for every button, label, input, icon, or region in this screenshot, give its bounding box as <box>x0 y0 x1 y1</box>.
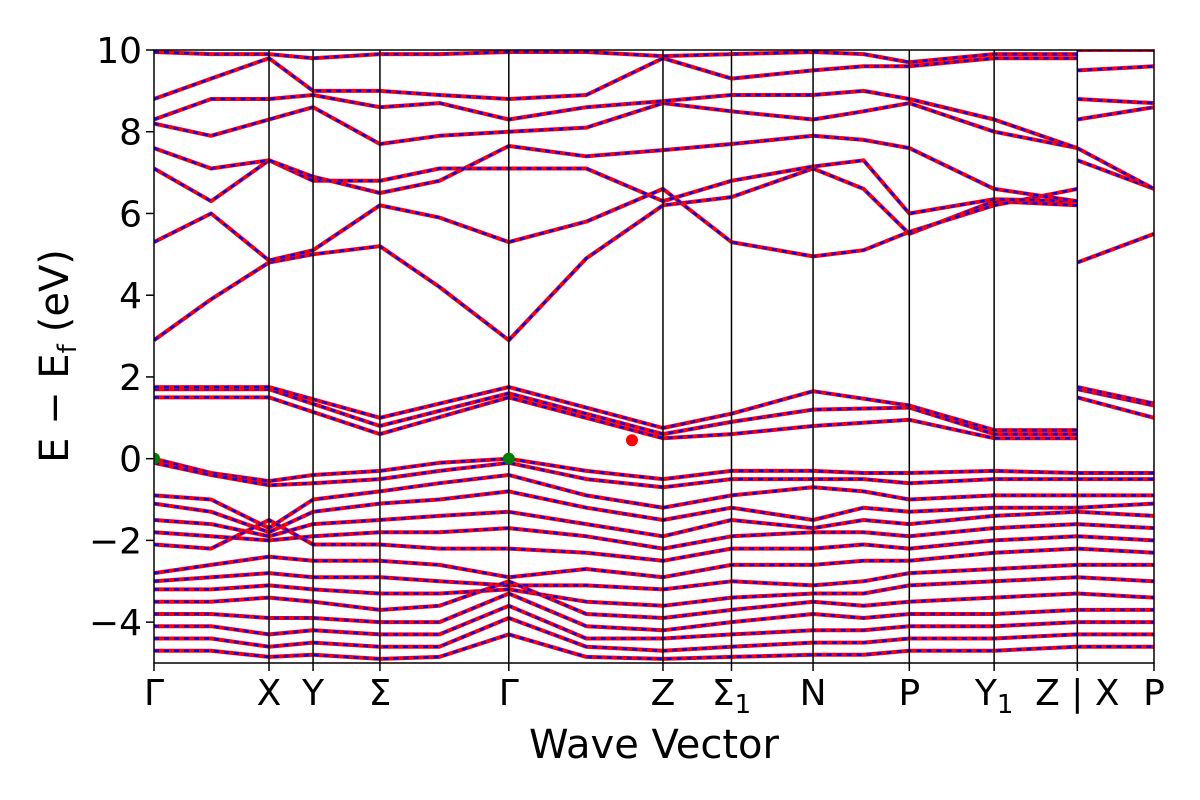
band-line-17-0-dashed <box>154 518 1154 563</box>
kpoint-separators <box>268 50 1079 663</box>
band-line-8-0-dashed <box>154 396 1078 440</box>
x-tick-label-11: P <box>1143 673 1165 714</box>
band-line-1-0-dashed <box>154 187 1078 262</box>
band-line-25-0-solid <box>154 632 1154 661</box>
band-line-1-1-dashed <box>1076 159 1154 191</box>
y-tick-label-6: 8 <box>119 113 142 154</box>
band-line-4-0-solid <box>154 101 1078 151</box>
band-line-19-0-dashed <box>154 563 1154 591</box>
band-line-21-0-dashed <box>154 579 1154 620</box>
x-tick-label-0: Γ <box>144 673 164 714</box>
x-tick-label-8: P <box>898 673 920 714</box>
band-line-4-0-dashed <box>154 101 1078 150</box>
band-line-7-0-dashed <box>154 50 1078 64</box>
x-tick-label-6: Σ1 <box>712 673 751 720</box>
band-line-16-0-dashed <box>154 522 1154 550</box>
band-line-14-0-dashed <box>154 490 1154 534</box>
x-axis-ticks: Γ X Y Σ Γ Z Σ1 N P Y1 Z | X P <box>144 663 1165 720</box>
y-tick-label-5: 6 <box>119 194 142 235</box>
band-line-10-1-dashed <box>1077 385 1154 405</box>
band-line-23-0-dashed <box>154 604 1154 640</box>
band-line-10-0-dashed <box>154 385 1078 432</box>
band-line-24-0-dashed <box>154 616 1154 652</box>
band-line-12-0-dashed <box>154 461 1154 489</box>
y-tick-label-3: 2 <box>119 358 142 399</box>
y-tick-label-1: −2 <box>89 521 142 562</box>
band-line-9-1-dashed <box>1077 387 1154 407</box>
x-tick-label-1: X <box>257 673 282 714</box>
band-line-11-0-dashed <box>154 457 1154 483</box>
x-tick-label-3: Σ <box>369 673 392 714</box>
x-tick-label-7: N <box>800 673 827 714</box>
x-axis-label: Wave Vector <box>529 722 780 768</box>
extremum-markers <box>154 434 638 465</box>
band-line-5-1-dashed <box>1077 65 1154 72</box>
band-line-20-0-dashed <box>154 575 1154 608</box>
band-line-4-1-dashed <box>1077 97 1154 105</box>
band-line-1-0-solid <box>154 186 1078 263</box>
y-tick-label-4: 4 <box>119 276 142 317</box>
band-line-23-0-solid <box>154 603 1154 641</box>
y-axis-ticks: −4 −2 0 2 4 6 8 10 <box>89 31 154 644</box>
band-line-9-0-dashed <box>154 387 1078 436</box>
band-line-18-0-solid <box>154 546 1154 580</box>
band-line-3-1-dashed <box>1077 105 1154 121</box>
x-tick-label-10: Z | X <box>1035 673 1119 714</box>
x-tick-label-5: Z <box>651 673 676 714</box>
band-line-2-1-dashed <box>1076 146 1154 191</box>
band-line-13-0-dashed <box>154 473 1154 530</box>
y-tick-label-2: 0 <box>119 440 142 481</box>
band-line-22-0-dashed <box>154 592 1154 632</box>
y-axis-label: E − Ef (eV) <box>32 249 83 463</box>
band-line-5-0-dashed <box>154 89 1078 150</box>
y-axis-label-subscript: f <box>53 343 83 353</box>
band-line-18-0-dashed <box>154 547 1154 579</box>
band-lines <box>154 50 1154 661</box>
cbm-marker-2 <box>625 434 638 447</box>
vbm-marker-1 <box>502 452 515 465</box>
y-tick-label-0: −4 <box>89 603 142 644</box>
x-tick-label-9: Y1 <box>974 673 1014 720</box>
x-tick-label-4: Γ <box>499 673 519 714</box>
band-line-6-0-dashed <box>154 56 1078 101</box>
y-axis-label-unit: (eV) <box>32 249 78 332</box>
band-line-0-0-dashed <box>154 167 1078 342</box>
plot-frame <box>153 49 1155 664</box>
vbm-marker-0 <box>154 452 160 465</box>
y-tick-label-7: 10 <box>96 31 142 72</box>
band-line-24-0-solid <box>154 616 1154 653</box>
band-line-8-1-dashed <box>1076 396 1154 420</box>
x-tick-label-2: Y <box>301 673 325 714</box>
band-line-0-1-dashed <box>1076 232 1154 264</box>
band-line-3-0-dashed <box>154 134 1078 203</box>
y-axis-label-main: E − E <box>32 353 78 463</box>
